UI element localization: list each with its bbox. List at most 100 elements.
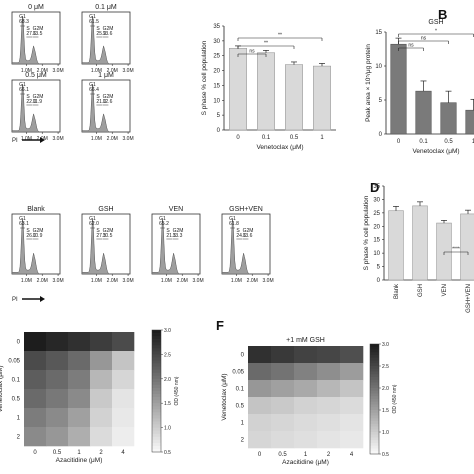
colorbar-step: [370, 382, 379, 386]
heatmap-cell: [294, 414, 318, 432]
colorbar-step: [370, 368, 379, 372]
colorbar-frame: [151, 329, 162, 453]
significance-label: *: [435, 29, 437, 35]
colorbar-step: [152, 357, 161, 361]
heatmap-cell: [68, 351, 91, 371]
chart-b-bar: GSH 0 5 10 15 0 0.1 0.5 1 Venetoclax (μM) Peak are…: [365, 19, 474, 155]
colorbar-step: [152, 342, 161, 346]
histogram-x-tick-label: 1.0M: [231, 278, 242, 284]
colorbar-step: [152, 421, 161, 425]
colorbar-step: [152, 448, 161, 453]
gate-label-s: S: [26, 228, 30, 234]
gate-label-s: S: [96, 94, 100, 100]
histogram-x-tick-label: 2.0M: [37, 278, 48, 284]
gate-label-s: S: [26, 26, 30, 32]
colorbar-step: [370, 363, 379, 367]
colorbar-step: [152, 351, 161, 355]
gate-value-g1: 61.8: [229, 221, 239, 227]
heatmap-cell: [46, 389, 69, 409]
histogram-curve: [221, 219, 270, 275]
y-tick-label: 1: [17, 416, 21, 422]
gate-label-g2m: G2M: [173, 228, 184, 234]
y-axis-label: S phase % cell population: [201, 40, 208, 115]
colorbar-step: [152, 381, 161, 386]
colorbar-step: [152, 433, 161, 438]
histogram-curve: [11, 219, 60, 275]
heatmap-cell: [68, 370, 91, 390]
colorbar-tick-label: 3.0: [164, 328, 171, 334]
colorbar-step: [370, 399, 379, 403]
colorbar-tick-label: 1.0: [164, 426, 171, 432]
y-tick-label: 0.5: [236, 404, 245, 410]
colorbar-step: [370, 412, 379, 416]
x-axis-label: Azacitidine (μM): [56, 457, 103, 464]
histogram-curve: [11, 84, 60, 133]
colorbar-step: [152, 360, 161, 364]
colorbar-frame: [369, 343, 380, 455]
gate-value-g2m: 13.6: [243, 233, 253, 239]
gate-value-s: 26.0: [26, 233, 36, 239]
bar: [313, 65, 331, 131]
gate-label-g2m: G2M: [33, 228, 44, 234]
histogram-x-tick-label: 2.0M: [107, 68, 118, 74]
heatmap-cell: [317, 363, 341, 381]
gate-label-g2m: G2M: [103, 94, 114, 100]
histogram-x-tick-label: 3.0M: [53, 136, 64, 142]
gate-label-g2m: G2M: [103, 26, 114, 32]
y-axis-label: Venetoclax (μM): [0, 365, 4, 412]
histogram-x-tick-label: 1.0M: [91, 278, 102, 284]
heatmap-cell: [248, 346, 272, 364]
heatmap-cell: [112, 408, 135, 428]
pi-axis-bottom: PI: [12, 296, 45, 303]
colorbar-step: [152, 403, 161, 407]
heatmap-cell: [294, 397, 318, 415]
heatmap-cell: [24, 370, 47, 390]
colorbar-step: [370, 344, 379, 348]
colorbar-tick-label: 2.0: [382, 386, 389, 392]
colorbar-step: [152, 415, 161, 419]
colorbar-step: [370, 396, 379, 400]
colorbar-step: [370, 407, 379, 411]
x-tick-label: 0: [33, 450, 37, 456]
gate-label-s: S: [236, 228, 240, 234]
colorbar-step: [370, 451, 379, 455]
x-tick-label: 2: [99, 450, 103, 456]
x-axis-label: Azacitidine (μM): [282, 459, 329, 466]
pi-axis-top: PI: [12, 137, 45, 144]
gate-label-g2m: G2M: [243, 228, 254, 234]
colorbar-step: [152, 363, 161, 367]
gate-label-g1: G1: [19, 14, 26, 20]
colorbar-step: [152, 366, 161, 371]
y-tick-label: 5: [377, 265, 381, 271]
heatmap-cell: [24, 408, 47, 428]
gate-value-g1: 68.3: [19, 19, 29, 25]
colorbar-step: [370, 443, 379, 447]
heatmap-cell: [90, 370, 113, 390]
colorbar-step: [152, 442, 161, 447]
colorbar-step: [152, 445, 161, 450]
colorbar-tick-label: 1.5: [164, 401, 171, 407]
y-tick-label: 0: [379, 132, 383, 138]
histogram-curve: [81, 84, 130, 133]
gate-label-g2m: G2M: [103, 228, 114, 234]
x-tick-label: 4: [121, 450, 125, 456]
heatmap-cell: [46, 408, 69, 428]
gate-label-g1: G1: [89, 216, 96, 222]
heatmap-cell: [340, 380, 364, 398]
colorbar-step: [152, 400, 161, 404]
heatmap-cell: [317, 431, 341, 449]
histogram-x-tick-label: 3.0M: [263, 278, 274, 284]
heatmap-cell: [24, 427, 47, 447]
y-tick-label: 0.05: [232, 370, 244, 376]
x-tick-label: 1: [472, 139, 474, 145]
colorbar-step: [152, 375, 161, 380]
colorbar-step: [152, 387, 161, 392]
colorbar-step: [370, 374, 379, 378]
colorbar-step: [370, 440, 379, 444]
x-tick-label: 1: [304, 452, 308, 458]
chart-title: +1 mM GSH: [286, 337, 325, 344]
heatmap-cell: [46, 427, 69, 447]
y-tick-label: 0: [17, 340, 21, 346]
gate-value-g2m: 11.9: [33, 99, 43, 105]
